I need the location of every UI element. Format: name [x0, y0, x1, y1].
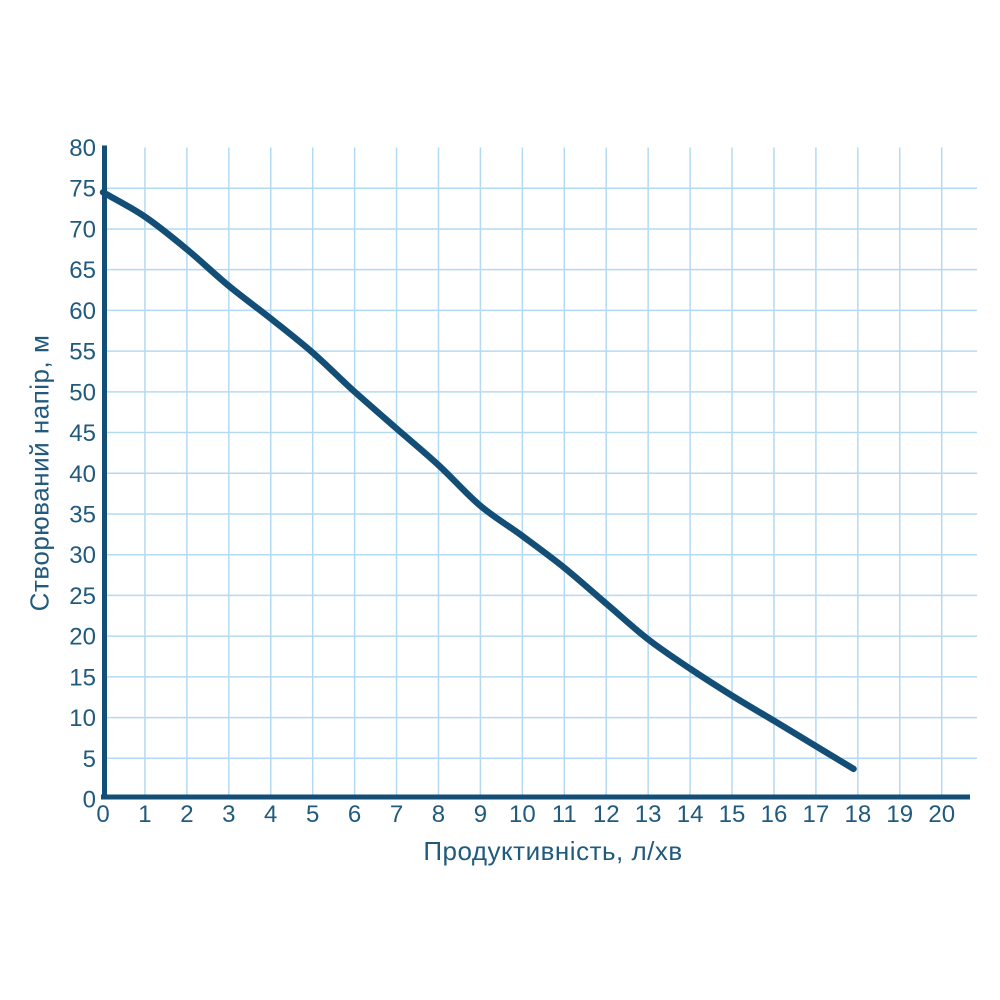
- x-tick-label: 8: [432, 801, 445, 828]
- y-tick-label: 10: [69, 705, 96, 732]
- y-axis-title: Створюваний напір, м: [24, 334, 55, 612]
- x-tick-label: 13: [635, 801, 662, 828]
- y-tick-label: 75: [69, 176, 96, 203]
- y-tick-label: 65: [69, 257, 96, 284]
- y-tick-label: 5: [83, 746, 96, 773]
- y-tick-label: 30: [69, 542, 96, 569]
- pump-performance-curve: [99, 189, 857, 773]
- y-tick-label: 50: [69, 379, 96, 406]
- y-tick-label: 35: [69, 501, 96, 528]
- y-tick-label: 0: [83, 787, 96, 814]
- x-tick-label: 16: [761, 801, 788, 828]
- y-tick-label: 40: [69, 461, 96, 488]
- y-tick-label: 20: [69, 624, 96, 651]
- x-tick-label: 17: [803, 801, 830, 828]
- x-tick-label: 18: [844, 801, 871, 828]
- x-tick-label: 11: [552, 801, 577, 828]
- y-tick-label: 80: [69, 135, 96, 162]
- x-axis-title: Продуктивність, л/хв: [423, 836, 683, 866]
- x-tick-label: 19: [886, 801, 913, 828]
- x-tick-label: 0: [96, 801, 109, 828]
- x-tick-label: 14: [677, 801, 704, 828]
- x-tick-label: 7: [390, 801, 403, 828]
- axes: [101, 145, 970, 800]
- x-tick-label: 10: [509, 801, 536, 828]
- x-tick-label: 5: [306, 801, 319, 828]
- y-tick-label: 45: [69, 420, 96, 447]
- y-tick-label: 55: [69, 339, 96, 366]
- x-tick-label: 1: [138, 801, 151, 828]
- x-tick-label: 4: [264, 801, 277, 828]
- x-tick-label: 12: [593, 801, 620, 828]
- y-tick-label: 60: [69, 298, 96, 325]
- y-tick-label: 15: [69, 664, 96, 691]
- y-tick-label: 70: [69, 216, 96, 243]
- x-tick-label: 6: [348, 801, 361, 828]
- x-tick-label: 20: [928, 801, 955, 828]
- x-tick-label: 2: [180, 801, 193, 828]
- y-tick-label: 25: [69, 583, 96, 610]
- x-tick-label: 3: [222, 801, 235, 828]
- x-tick-label: 15: [719, 801, 746, 828]
- grid-lines: [103, 147, 977, 797]
- x-tick-label: 9: [474, 801, 487, 828]
